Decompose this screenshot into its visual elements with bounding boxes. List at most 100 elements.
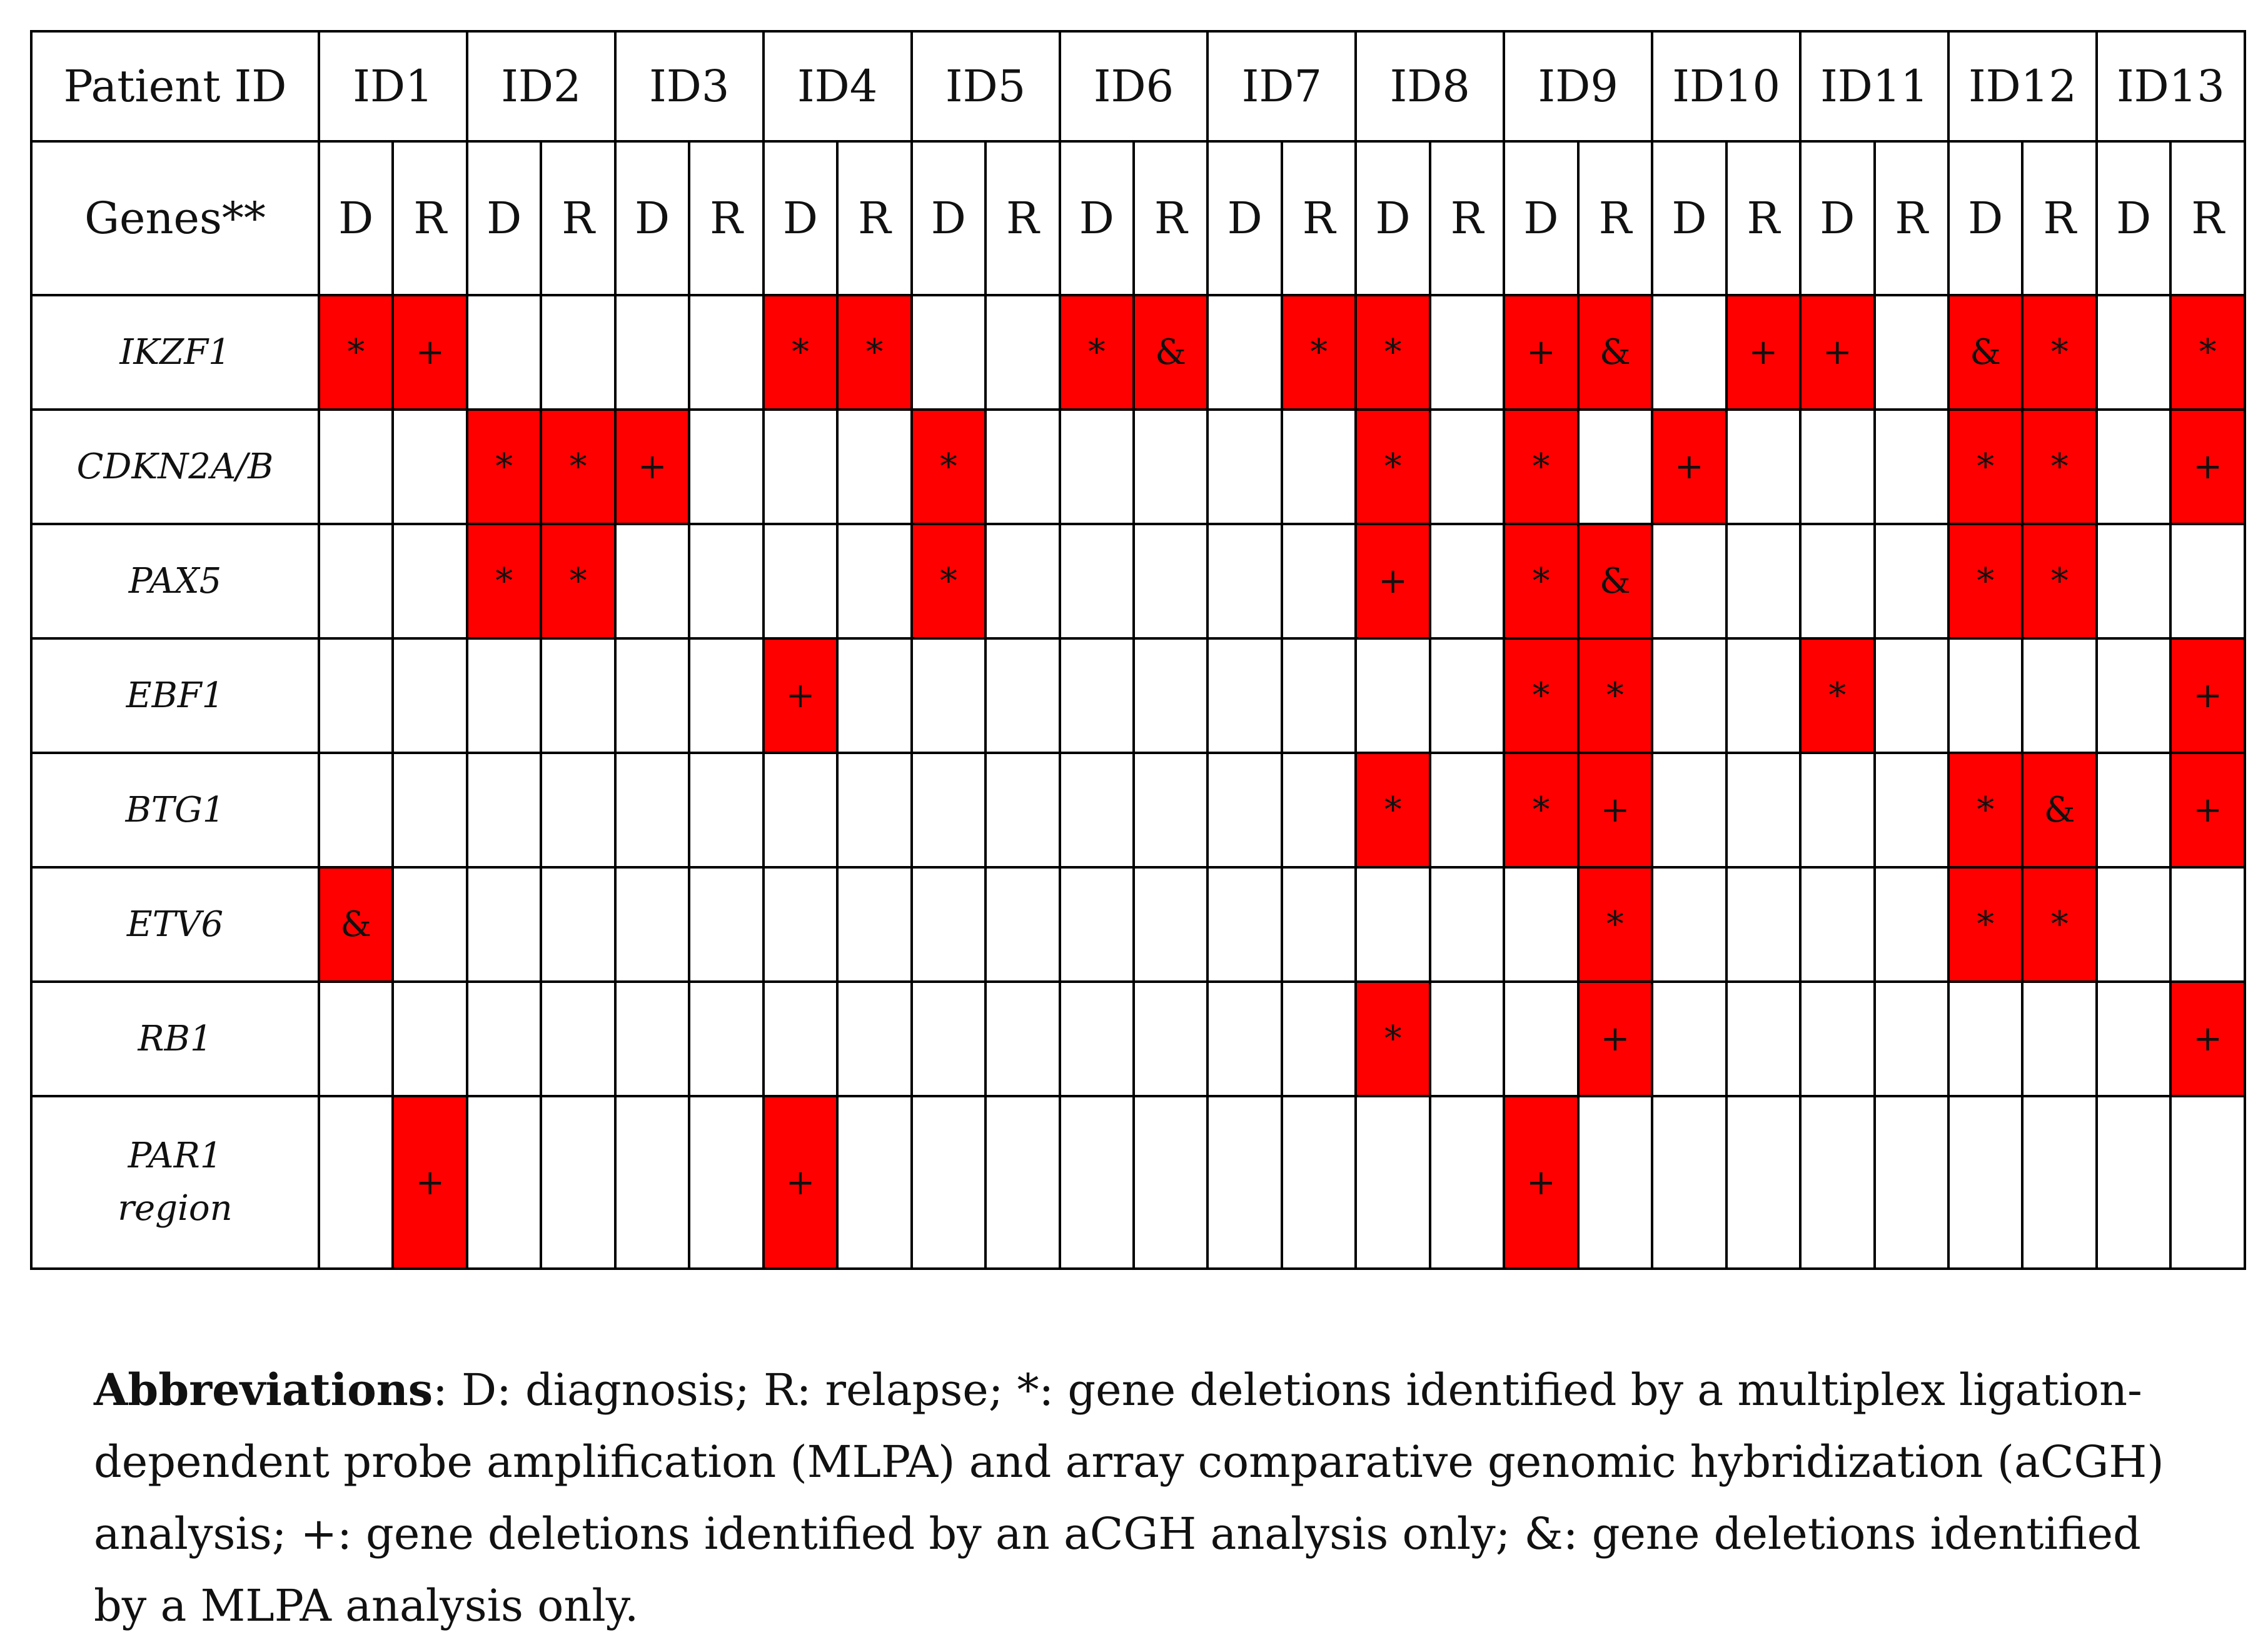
deletion-cell: * — [2021, 866, 2098, 983]
empty-cell — [2021, 1095, 2098, 1270]
gene-name: BTG1 — [30, 752, 320, 869]
deletion-cell: * — [540, 523, 617, 640]
empty-cell — [1725, 980, 1802, 1097]
gene-name: RB1 — [30, 980, 320, 1097]
patient-id-header: ID9 — [1503, 30, 1654, 143]
diagnosis-header: D — [1651, 140, 1728, 296]
deletion-cell: & — [1576, 523, 1654, 640]
empty-cell — [465, 1095, 543, 1270]
patient-id-header: ID11 — [1799, 30, 1950, 143]
empty-cell — [1799, 752, 1876, 869]
deletion-cell: & — [1132, 294, 1209, 411]
empty-cell — [1132, 980, 1209, 1097]
deletion-cell: * — [1576, 637, 1654, 754]
empty-cell — [1725, 752, 1802, 869]
diagnosis-header: D — [1058, 140, 1135, 296]
empty-cell — [1280, 980, 1358, 1097]
empty-cell — [1799, 408, 1876, 525]
empty-cell — [1280, 523, 1358, 640]
empty-cell — [2095, 752, 2172, 869]
patient-id-header: ID8 — [1354, 30, 1506, 143]
empty-cell — [465, 752, 543, 869]
deletion-cell: * — [1947, 523, 2024, 640]
empty-cell — [1651, 752, 1728, 869]
empty-cell — [613, 294, 691, 411]
relapse-header: R — [984, 140, 1061, 296]
deletion-cell: + — [1503, 294, 1580, 411]
empty-cell — [613, 866, 691, 983]
empty-cell — [1132, 1095, 1209, 1270]
diagnosis-header: D — [910, 140, 987, 296]
empty-cell — [910, 866, 987, 983]
empty-cell — [836, 866, 913, 983]
empty-cell — [836, 408, 913, 525]
deletion-cell: * — [2021, 408, 2098, 525]
empty-cell — [688, 980, 765, 1097]
empty-cell — [1354, 1095, 1431, 1270]
empty-cell — [984, 980, 1061, 1097]
empty-cell — [1354, 866, 1431, 983]
empty-cell — [1725, 523, 1802, 640]
empty-cell — [910, 294, 987, 411]
empty-cell — [1873, 637, 1950, 754]
empty-cell — [1428, 1095, 1506, 1270]
deletion-cell: * — [1799, 637, 1876, 754]
diagnosis-header: D — [465, 140, 543, 296]
empty-cell — [1206, 408, 1283, 525]
deletion-cell: * — [1947, 866, 2024, 983]
gene-name: ETV6 — [30, 866, 320, 983]
empty-cell — [391, 523, 468, 640]
deletion-cell: + — [2169, 408, 2246, 525]
empty-cell — [1132, 637, 1209, 754]
empty-cell — [1280, 752, 1358, 869]
deletion-cell: * — [2021, 523, 2098, 640]
empty-cell — [1873, 980, 1950, 1097]
empty-cell — [836, 980, 913, 1097]
deletion-cell: * — [1503, 523, 1580, 640]
empty-cell — [1206, 866, 1283, 983]
patient-id-header: ID12 — [1947, 30, 2098, 143]
diagnosis-header: D — [1206, 140, 1283, 296]
relapse-header: R — [1725, 140, 1802, 296]
patient-id-header: ID4 — [762, 30, 913, 143]
empty-cell — [613, 980, 691, 1097]
deletion-cell: + — [1503, 1095, 1580, 1270]
deletion-cell: * — [540, 408, 617, 525]
empty-cell — [1725, 866, 1802, 983]
deletion-cell: + — [1651, 408, 1728, 525]
empty-cell — [1206, 980, 1283, 1097]
empty-cell — [688, 523, 765, 640]
empty-cell — [1799, 1095, 1876, 1270]
deletion-cell: & — [317, 866, 395, 983]
empty-cell — [613, 523, 691, 640]
deletion-cell: * — [2021, 294, 2098, 411]
empty-cell — [1132, 523, 1209, 640]
deletion-cell: + — [1576, 980, 1654, 1097]
empty-cell — [1503, 866, 1580, 983]
gene-name: PAX5 — [30, 523, 320, 640]
deletion-cell: * — [910, 523, 987, 640]
deletion-cell: * — [1354, 980, 1431, 1097]
deletion-cell: + — [2169, 752, 2246, 869]
empty-cell — [465, 637, 543, 754]
diagnosis-header: D — [1503, 140, 1580, 296]
diagnosis-header: D — [1354, 140, 1431, 296]
gene-name: PAR1 region — [30, 1095, 320, 1270]
patient-id-header: ID6 — [1058, 30, 1209, 143]
empty-cell — [391, 408, 468, 525]
deletion-cell: * — [1947, 408, 2024, 525]
deletion-cell: * — [465, 408, 543, 525]
empty-cell — [317, 408, 395, 525]
diagnosis-header: D — [613, 140, 691, 296]
diagnosis-header: D — [1799, 140, 1876, 296]
empty-cell — [1947, 1095, 2024, 1270]
empty-cell — [1280, 637, 1358, 754]
deletion-cell: + — [762, 637, 839, 754]
deletion-cell: + — [391, 294, 468, 411]
empty-cell — [465, 294, 543, 411]
relapse-header: R — [2021, 140, 2098, 296]
empty-cell — [762, 752, 839, 869]
deletion-cell: + — [762, 1095, 839, 1270]
empty-cell — [1428, 980, 1506, 1097]
patient-id-header: ID10 — [1651, 30, 1802, 143]
